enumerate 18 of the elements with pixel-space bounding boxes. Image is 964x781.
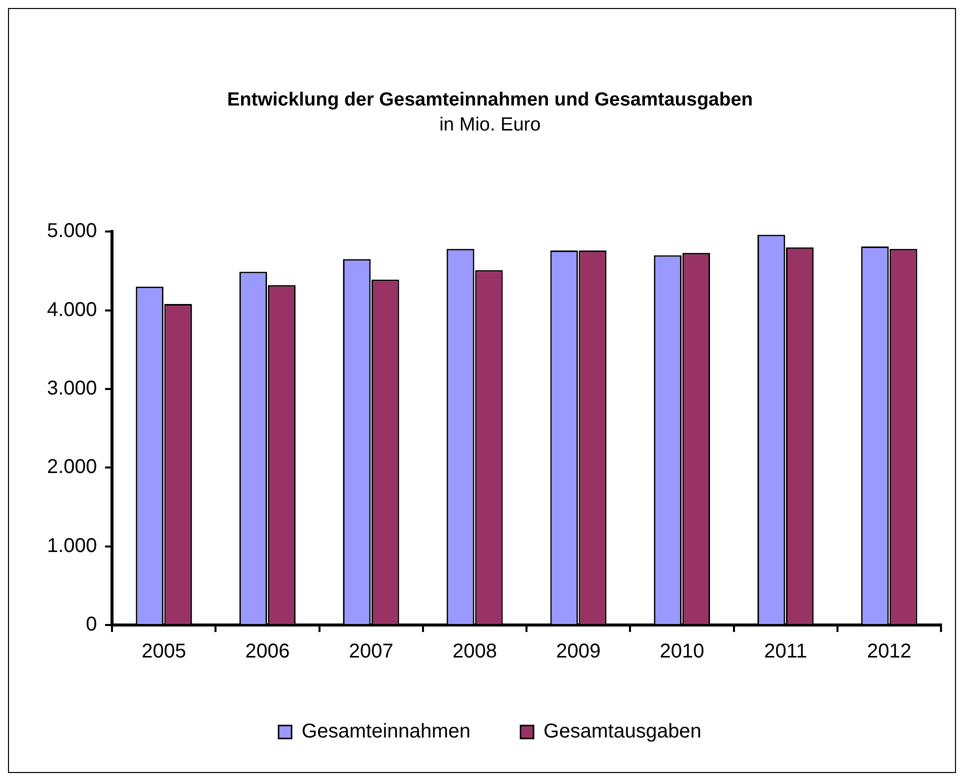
x-tick-label: 2007	[348, 640, 394, 663]
x-tick-label: 2008	[452, 640, 497, 663]
y-tick-label: 3.000	[46, 377, 98, 400]
x-tick-label: 2012	[866, 640, 912, 663]
x-tick-label: 2009	[556, 640, 601, 663]
y-tick-label: 5.000	[46, 220, 98, 242]
x-tick-label: 2006	[245, 640, 290, 663]
chart-subtitle: in Mio. Euro	[439, 114, 541, 136]
x-tick-label: 2005	[142, 640, 186, 663]
legend-label: Gesamtausgaben	[544, 720, 702, 743]
chart-title: Entwicklung der Gesamteinnahmen und Gesamtausgaben	[227, 90, 753, 111]
legend-label: Gesamteinnahmen	[302, 720, 471, 743]
y-tick-label: 2.000	[46, 456, 98, 478]
y-tick-label: 1.000	[46, 534, 98, 557]
y-tick-label: 4.000	[46, 298, 98, 321]
y-tick-label: 0	[86, 614, 98, 636]
x-tick-label: 2010	[660, 640, 704, 663]
x-tick-label: 2011	[764, 640, 808, 663]
